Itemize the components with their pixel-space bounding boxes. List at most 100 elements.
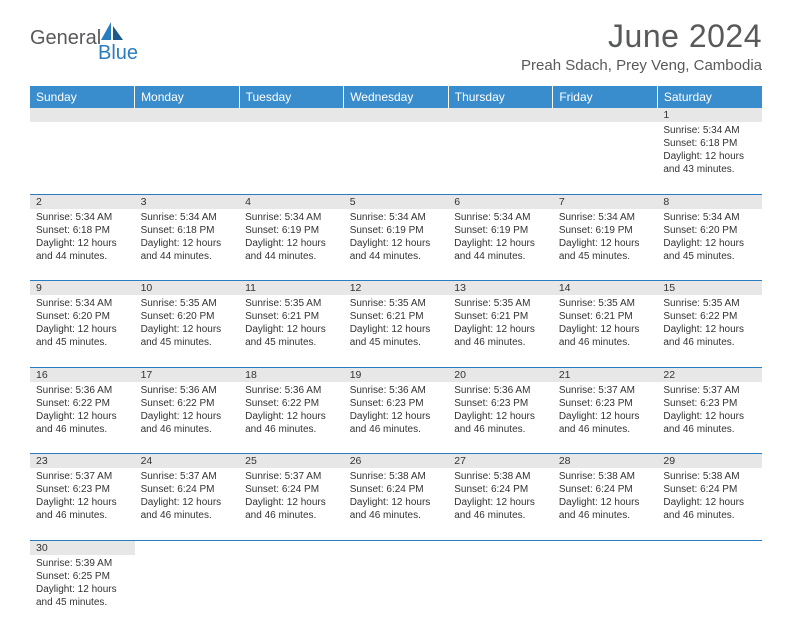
sunset-text: Sunset: 6:22 PM bbox=[663, 310, 756, 323]
dayname-sat: Saturday bbox=[657, 86, 762, 108]
daylight-line1: Daylight: 12 hours bbox=[454, 323, 547, 336]
daylight-line1: Daylight: 12 hours bbox=[663, 496, 756, 509]
day-number-cell bbox=[239, 108, 344, 122]
sunrise-text: Sunrise: 5:36 AM bbox=[36, 384, 129, 397]
sunrise-text: Sunrise: 5:36 AM bbox=[350, 384, 443, 397]
daylight-line2: and 46 minutes. bbox=[245, 423, 338, 436]
daylight-line1: Daylight: 12 hours bbox=[245, 323, 338, 336]
day-number-cell: 24 bbox=[135, 454, 240, 469]
daylight-line2: and 46 minutes. bbox=[141, 509, 234, 522]
day-content-cell: Sunrise: 5:34 AMSunset: 6:19 PMDaylight:… bbox=[448, 209, 553, 281]
sunrise-text: Sunrise: 5:37 AM bbox=[245, 470, 338, 483]
daylight-line1: Daylight: 12 hours bbox=[141, 496, 234, 509]
sunrise-text: Sunrise: 5:34 AM bbox=[559, 211, 652, 224]
day-number-cell bbox=[30, 108, 135, 122]
sunset-text: Sunset: 6:18 PM bbox=[36, 224, 129, 237]
daynum-row: 23242526272829 bbox=[30, 454, 762, 469]
day-number-cell: 20 bbox=[448, 367, 553, 382]
sunrise-text: Sunrise: 5:36 AM bbox=[245, 384, 338, 397]
sunset-text: Sunset: 6:20 PM bbox=[141, 310, 234, 323]
day-content-cell: Sunrise: 5:35 AMSunset: 6:20 PMDaylight:… bbox=[135, 295, 240, 367]
day-number-cell: 28 bbox=[553, 454, 658, 469]
day-number-cell: 12 bbox=[344, 281, 449, 296]
brand-text: GeneralBlue bbox=[30, 26, 138, 73]
day-content-cell: Sunrise: 5:35 AMSunset: 6:21 PMDaylight:… bbox=[448, 295, 553, 367]
daylight-line2: and 46 minutes. bbox=[663, 509, 756, 522]
day-content-cell: Sunrise: 5:35 AMSunset: 6:21 PMDaylight:… bbox=[344, 295, 449, 367]
day-content-cell: Sunrise: 5:37 AMSunset: 6:23 PMDaylight:… bbox=[30, 468, 135, 540]
sunset-text: Sunset: 6:21 PM bbox=[350, 310, 443, 323]
dayname-fri: Friday bbox=[553, 86, 658, 108]
daylight-line2: and 46 minutes. bbox=[141, 423, 234, 436]
brand-part2: Blue bbox=[98, 42, 138, 64]
sunrise-text: Sunrise: 5:34 AM bbox=[245, 211, 338, 224]
sunset-text: Sunset: 6:24 PM bbox=[245, 483, 338, 496]
sunrise-text: Sunrise: 5:34 AM bbox=[36, 297, 129, 310]
day-number-cell: 7 bbox=[553, 194, 658, 209]
daylight-line2: and 46 minutes. bbox=[350, 509, 443, 522]
day-number-cell: 8 bbox=[657, 194, 762, 209]
sunset-text: Sunset: 6:22 PM bbox=[36, 397, 129, 410]
day-number-cell bbox=[657, 540, 762, 555]
sunset-text: Sunset: 6:20 PM bbox=[663, 224, 756, 237]
day-content-cell: Sunrise: 5:34 AMSunset: 6:18 PMDaylight:… bbox=[30, 209, 135, 281]
sunset-text: Sunset: 6:24 PM bbox=[141, 483, 234, 496]
daylight-line1: Daylight: 12 hours bbox=[36, 237, 129, 250]
day-number-cell: 18 bbox=[239, 367, 344, 382]
sunrise-text: Sunrise: 5:38 AM bbox=[350, 470, 443, 483]
daylight-line1: Daylight: 12 hours bbox=[245, 496, 338, 509]
sunrise-text: Sunrise: 5:38 AM bbox=[559, 470, 652, 483]
title-block: June 2024 Preah Sdach, Prey Veng, Cambod… bbox=[521, 18, 762, 74]
daylight-line1: Daylight: 12 hours bbox=[36, 583, 129, 596]
sunset-text: Sunset: 6:23 PM bbox=[454, 397, 547, 410]
daylight-line1: Daylight: 12 hours bbox=[141, 410, 234, 423]
brand-logo: GeneralBlue bbox=[30, 26, 138, 73]
sunset-text: Sunset: 6:19 PM bbox=[454, 224, 547, 237]
day-content-cell bbox=[553, 555, 658, 627]
day-number-cell bbox=[135, 540, 240, 555]
day-number-cell: 22 bbox=[657, 367, 762, 382]
sunset-text: Sunset: 6:23 PM bbox=[663, 397, 756, 410]
day-content-cell bbox=[135, 122, 240, 194]
day-content-cell: Sunrise: 5:36 AMSunset: 6:23 PMDaylight:… bbox=[344, 382, 449, 454]
daylight-line1: Daylight: 12 hours bbox=[36, 323, 129, 336]
daylight-line1: Daylight: 12 hours bbox=[36, 496, 129, 509]
day-number-cell: 10 bbox=[135, 281, 240, 296]
day-content-cell: Sunrise: 5:34 AMSunset: 6:18 PMDaylight:… bbox=[657, 122, 762, 194]
day-number-cell: 26 bbox=[344, 454, 449, 469]
daylight-line2: and 45 minutes. bbox=[36, 596, 129, 609]
day-number-cell: 21 bbox=[553, 367, 658, 382]
day-number-cell: 9 bbox=[30, 281, 135, 296]
daynum-row: 1 bbox=[30, 108, 762, 122]
sunset-text: Sunset: 6:21 PM bbox=[245, 310, 338, 323]
daynum-row: 30 bbox=[30, 540, 762, 555]
sunset-text: Sunset: 6:23 PM bbox=[350, 397, 443, 410]
daylight-line2: and 44 minutes. bbox=[141, 250, 234, 263]
sunset-text: Sunset: 6:24 PM bbox=[559, 483, 652, 496]
day-number-cell bbox=[135, 108, 240, 122]
daylight-line1: Daylight: 12 hours bbox=[663, 150, 756, 163]
sunset-text: Sunset: 6:25 PM bbox=[36, 570, 129, 583]
daylight-line1: Daylight: 12 hours bbox=[245, 410, 338, 423]
sunrise-text: Sunrise: 5:34 AM bbox=[36, 211, 129, 224]
sunrise-text: Sunrise: 5:35 AM bbox=[245, 297, 338, 310]
day-number-cell: 3 bbox=[135, 194, 240, 209]
daylight-line2: and 46 minutes. bbox=[454, 509, 547, 522]
sunrise-text: Sunrise: 5:35 AM bbox=[559, 297, 652, 310]
daylight-line1: Daylight: 12 hours bbox=[559, 496, 652, 509]
day-number-cell: 17 bbox=[135, 367, 240, 382]
daylight-line2: and 46 minutes. bbox=[663, 336, 756, 349]
day-content-cell bbox=[30, 122, 135, 194]
daylight-line1: Daylight: 12 hours bbox=[350, 410, 443, 423]
dayname-tue: Tuesday bbox=[239, 86, 344, 108]
day-number-cell: 4 bbox=[239, 194, 344, 209]
sunrise-text: Sunrise: 5:37 AM bbox=[663, 384, 756, 397]
brand-part1: General bbox=[30, 27, 101, 49]
daylight-line2: and 46 minutes. bbox=[559, 423, 652, 436]
day-number-cell bbox=[239, 540, 344, 555]
dayname-row: Sunday Monday Tuesday Wednesday Thursday… bbox=[30, 86, 762, 108]
daylight-line2: and 46 minutes. bbox=[36, 423, 129, 436]
sunrise-text: Sunrise: 5:38 AM bbox=[454, 470, 547, 483]
sunset-text: Sunset: 6:19 PM bbox=[350, 224, 443, 237]
day-content-cell: Sunrise: 5:38 AMSunset: 6:24 PMDaylight:… bbox=[448, 468, 553, 540]
